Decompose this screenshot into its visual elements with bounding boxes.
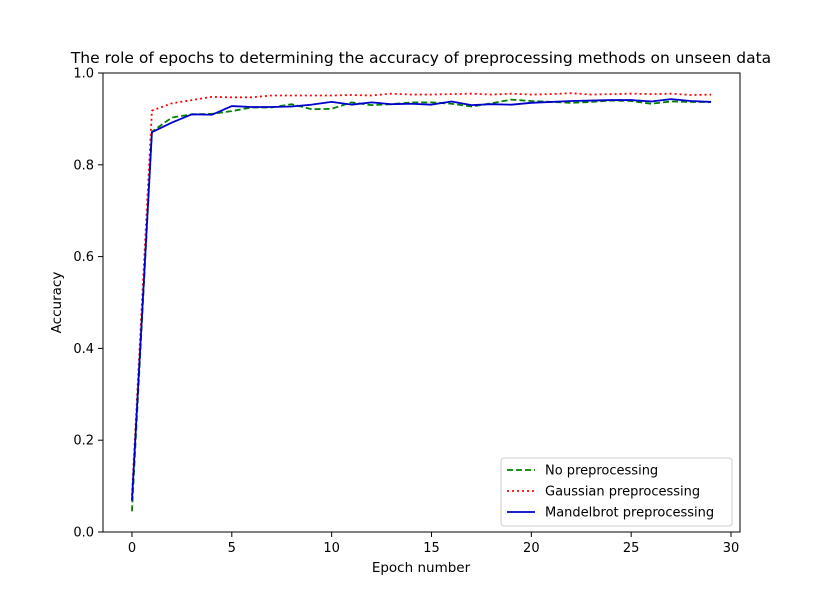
y-tick-label: 0.8 xyxy=(73,158,94,173)
y-tick-label: 0.6 xyxy=(73,250,94,265)
legend-box xyxy=(500,457,733,527)
x-tick-label: 0 xyxy=(128,541,136,556)
x-tick-label: 25 xyxy=(623,541,640,556)
y-tick-label: 0.4 xyxy=(73,342,94,357)
legend-label-1: No preprocessing xyxy=(545,464,658,479)
x-tick-label: 15 xyxy=(423,541,440,556)
x-tick-label: 10 xyxy=(323,541,340,556)
y-tick-label: 1.0 xyxy=(73,67,94,82)
x-axis-label: Epoch number xyxy=(372,560,471,576)
series-line-3 xyxy=(131,98,712,501)
x-tick-label: 20 xyxy=(523,541,540,556)
x-tick-label: 5 xyxy=(228,541,236,556)
legend-label-2: Gaussian preprocessing xyxy=(545,485,700,500)
y-tick-label: 0.2 xyxy=(73,434,94,449)
axes-layer: 0 5 10 15 20 25 30 0.0 0.2 0.4 0.6 0.8 1.0 xyxy=(73,67,741,556)
legend: No preprocessing Gaussian preprocessing Ma… xyxy=(500,457,733,527)
legend-label-3: Mandelbrot preprocessing xyxy=(545,506,714,521)
plot-area xyxy=(103,73,740,532)
lines-layer xyxy=(131,92,712,512)
series-line-2 xyxy=(131,92,712,496)
x-tick-label: 30 xyxy=(723,541,740,556)
y-axis-label: Accuracy xyxy=(49,272,65,334)
axes-frame xyxy=(102,72,741,533)
y-tick-label: 0.0 xyxy=(73,526,94,541)
chart-title: The role of epochs to determining the ac… xyxy=(70,49,771,67)
